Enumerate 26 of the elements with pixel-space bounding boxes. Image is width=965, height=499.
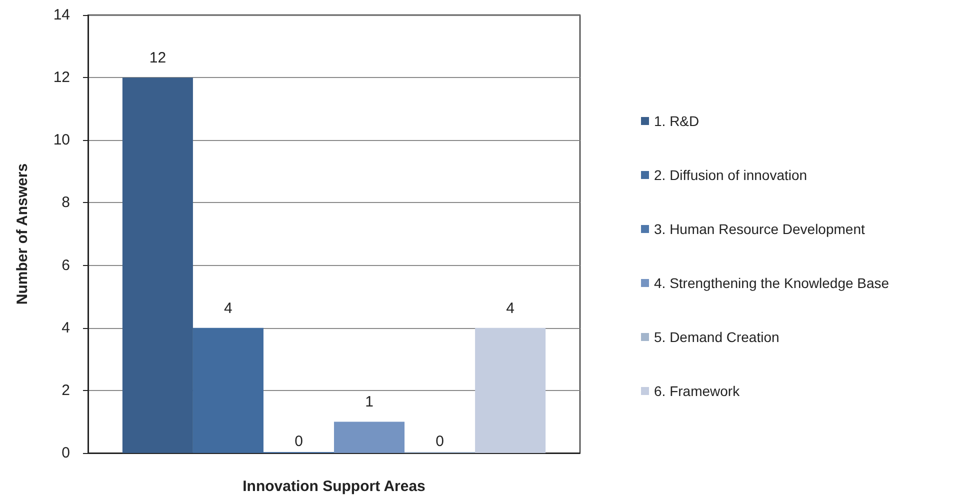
bar (475, 328, 546, 453)
data-label: 1 (365, 394, 374, 411)
y-tick-label: 12 (53, 69, 70, 86)
data-label: 0 (436, 433, 444, 450)
legend-label: 6. Framework (654, 383, 741, 399)
x-axis-title: Innovation Support Areas (242, 478, 426, 495)
legend-label: 4. Strengthening the Knowledge Base (654, 275, 890, 291)
legend-label: 5. Demand Creation (654, 329, 780, 345)
legend-label: 3. Human Resource Development (654, 221, 865, 237)
bar (334, 422, 405, 453)
data-label: 0 (294, 433, 303, 450)
legend-label: 1. R&D (654, 113, 700, 129)
y-tick-label: 14 (53, 6, 70, 24)
data-label: 4 (506, 300, 514, 317)
bar (192, 328, 264, 453)
y-tick-label: 0 (62, 444, 70, 462)
y-tick-label: 8 (62, 194, 70, 212)
y-tick-label: 6 (62, 256, 70, 274)
legend-label: 2. Diffusion of innovation (654, 167, 808, 183)
data-label: 12 (149, 50, 166, 67)
y-axis-title: Number of Answers (14, 163, 31, 305)
data-label: 4 (224, 300, 232, 317)
y-tick-label: 4 (62, 319, 70, 336)
y-tick-label: 10 (53, 132, 70, 149)
y-tick-label: 2 (62, 382, 70, 399)
bar (122, 78, 193, 453)
